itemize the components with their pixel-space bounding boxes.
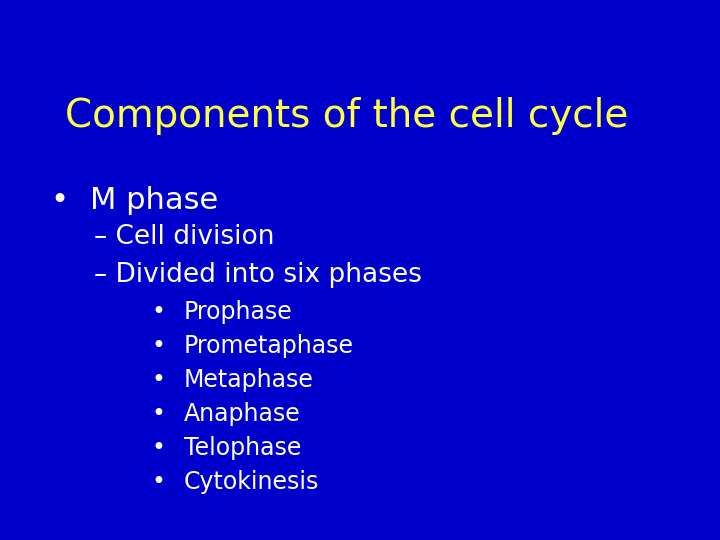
Text: – Cell division: – Cell division [94, 224, 274, 250]
Text: Metaphase: Metaphase [184, 368, 313, 392]
Text: •: • [151, 436, 165, 460]
Text: •: • [151, 402, 165, 426]
Text: Anaphase: Anaphase [184, 402, 300, 426]
Text: M phase: M phase [90, 186, 218, 215]
Text: •: • [151, 470, 165, 494]
Text: •: • [151, 300, 165, 323]
Text: Telophase: Telophase [184, 436, 301, 460]
Text: •: • [151, 368, 165, 392]
Text: – Divided into six phases: – Divided into six phases [94, 262, 421, 288]
Text: Prometaphase: Prometaphase [184, 334, 354, 357]
Text: •: • [50, 186, 68, 215]
Text: Cytokinesis: Cytokinesis [184, 470, 319, 494]
Text: •: • [151, 334, 165, 357]
Text: Components of the cell cycle: Components of the cell cycle [65, 97, 628, 135]
Text: Prophase: Prophase [184, 300, 292, 323]
